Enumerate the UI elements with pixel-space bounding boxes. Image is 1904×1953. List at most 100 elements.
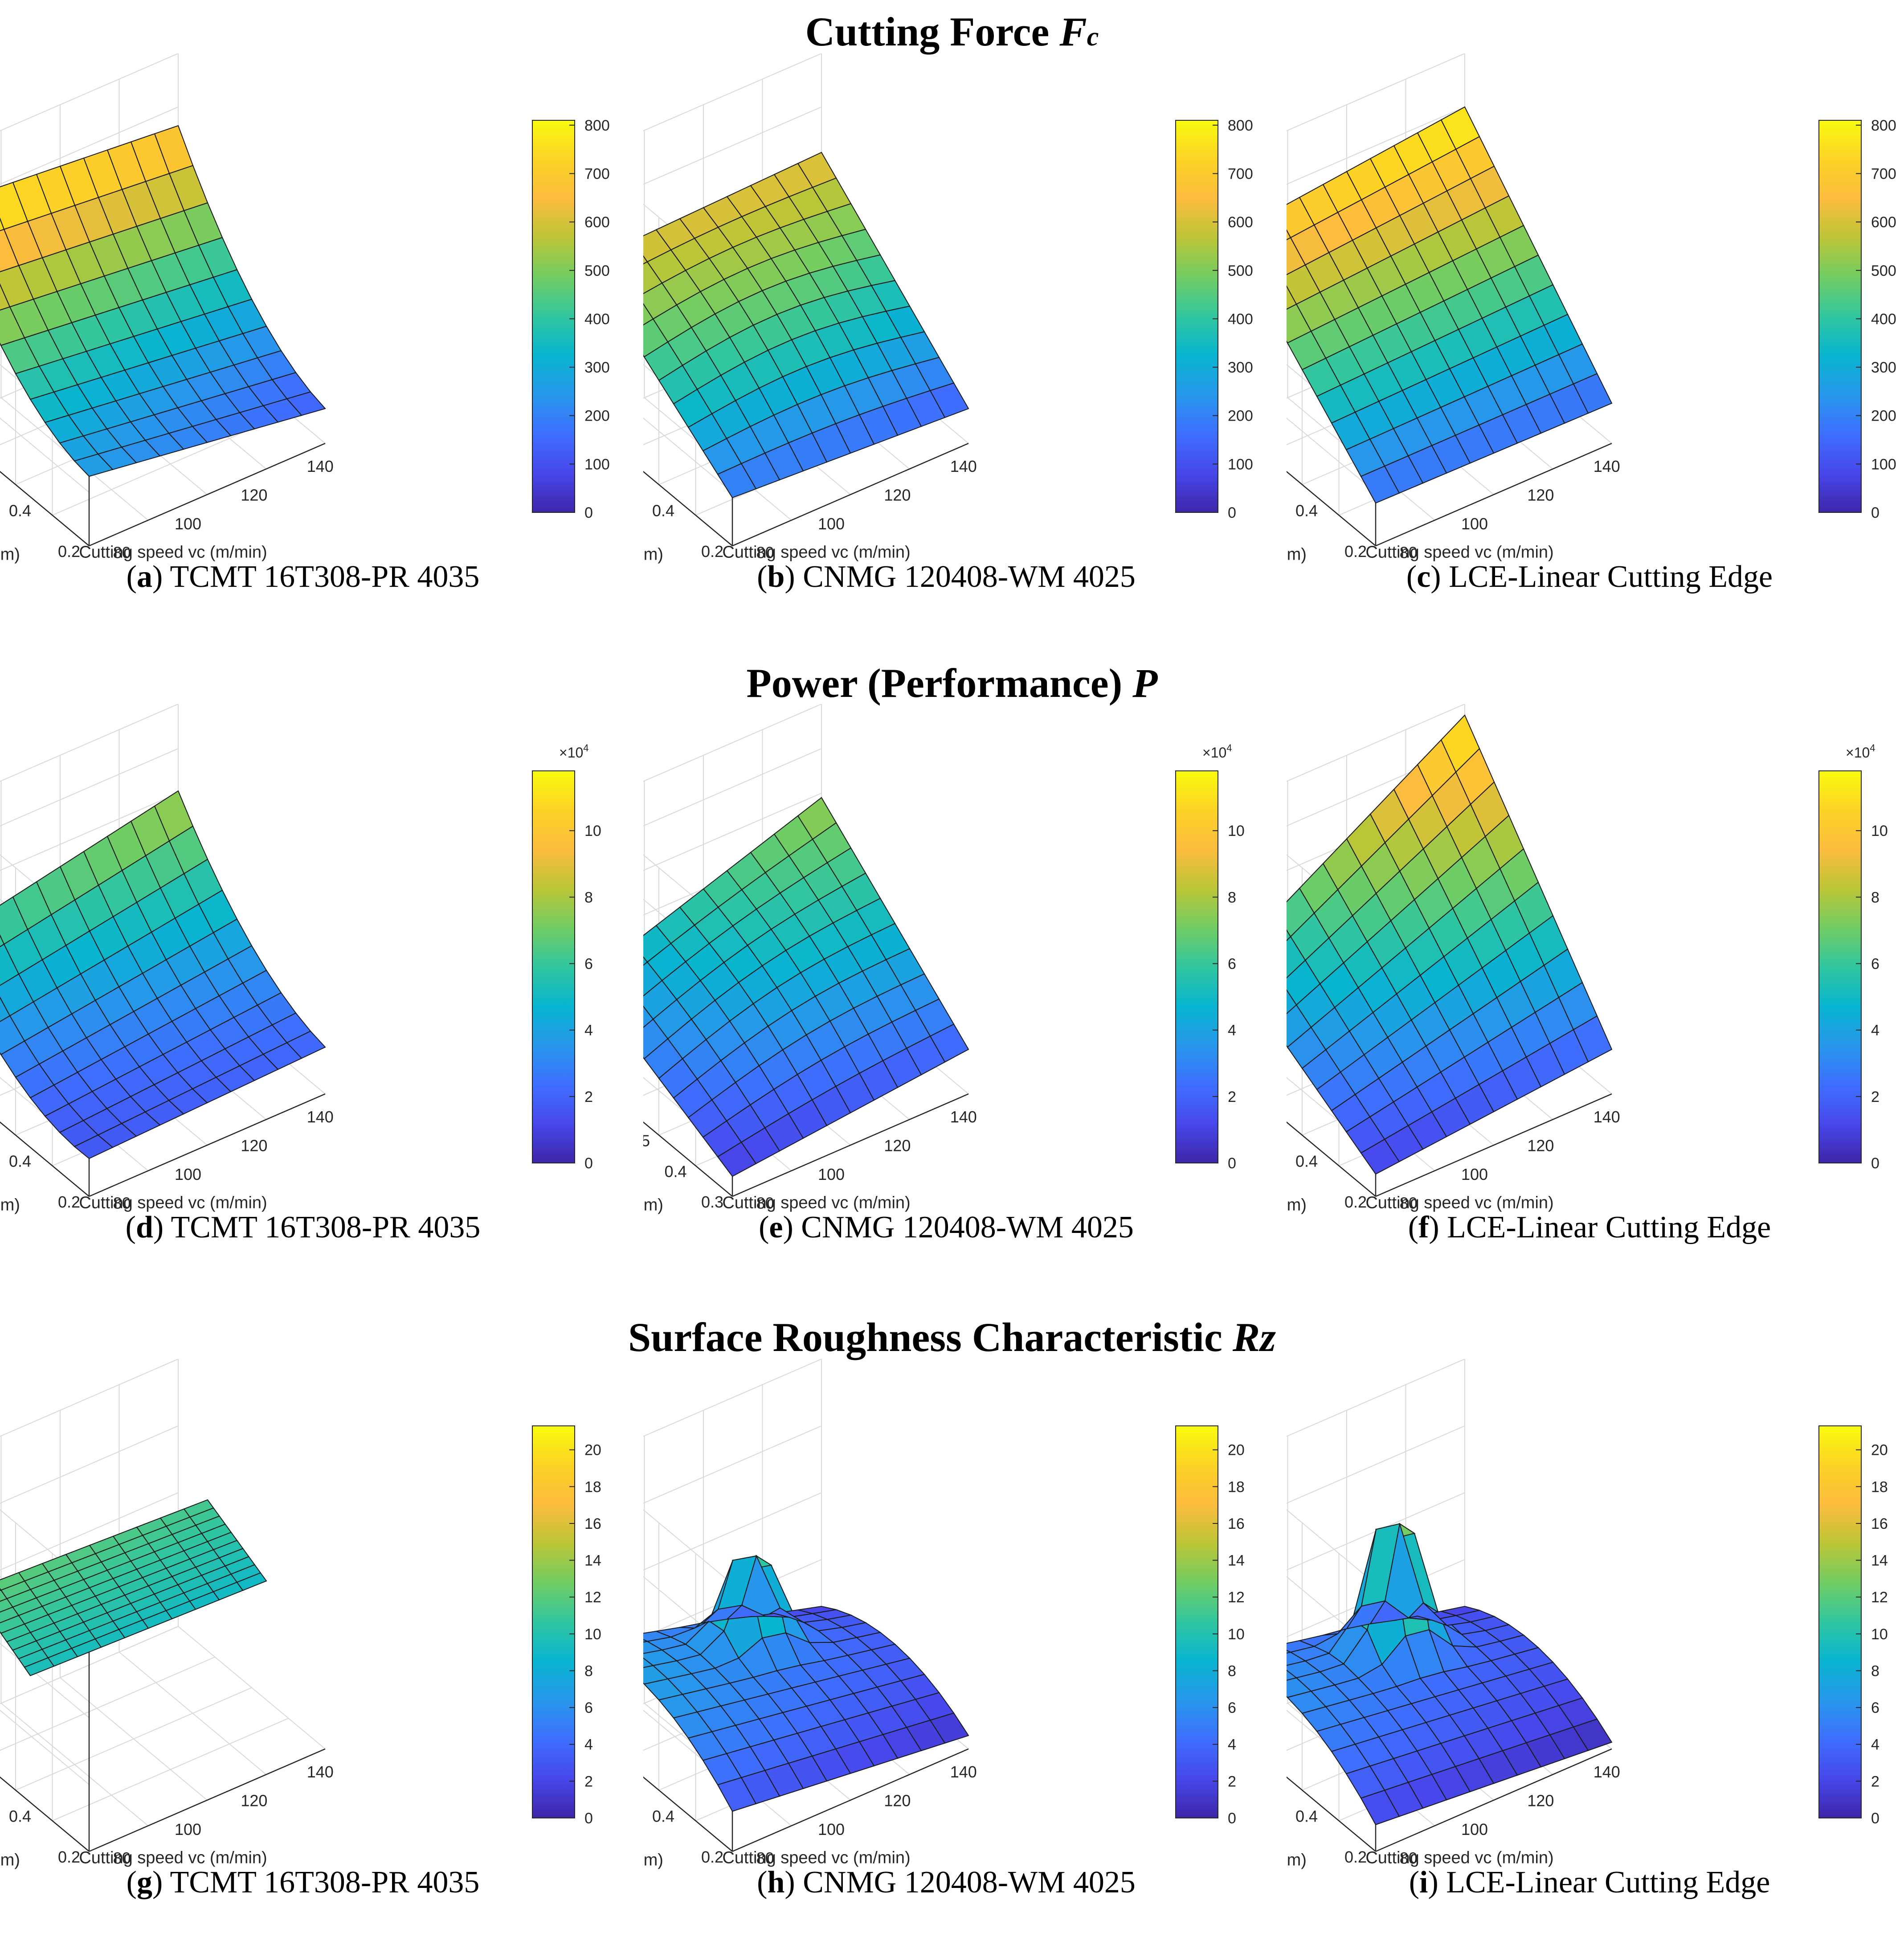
colorbar-tick-label: 6 <box>584 1699 593 1716</box>
colorbar-e <box>1175 770 1218 1163</box>
surface-cell <box>643 925 672 963</box>
speed-axis-line <box>1375 1748 1612 1852</box>
x-axis-label: Cutting speed vc (m/min) <box>1365 1849 1553 1867</box>
colorbar-tick-label: 0 <box>1228 1155 1236 1172</box>
chart-panel-f: 024681012801001201400.20.40.60.8Cutting … <box>1287 704 1904 1265</box>
y-axis-label: Feed f (mm) <box>0 1851 20 1869</box>
colorbar-i <box>1818 1425 1862 1818</box>
feed-axis-line <box>643 1121 733 1197</box>
colorbar-tick-label: 700 <box>584 166 610 183</box>
surface-cell <box>1287 285 1297 310</box>
colorbar-tick-label: 16 <box>1871 1515 1888 1532</box>
feed-axis-line <box>0 1121 90 1197</box>
colorbar-tick-label: 0 <box>1871 1810 1879 1827</box>
surface-mesh-f <box>1287 714 1613 1175</box>
y-axis-label: Feed f (mm) <box>643 1196 663 1214</box>
colorbar-tick-label: 8 <box>584 889 593 906</box>
colorbar-tick-label: 100 <box>1228 456 1253 473</box>
colorbar-tick-label: 4 <box>1871 1022 1879 1039</box>
x-tick-label: 140 <box>1593 1763 1620 1781</box>
colorbar-tick-label: 8 <box>584 1662 593 1679</box>
x-tick-label: 120 <box>241 1792 267 1810</box>
caption-letter: f <box>1418 1210 1429 1245</box>
grid-line <box>0 1359 179 1585</box>
y-tick-label: 0.2 <box>58 542 80 561</box>
colorbar-tick-label: 2 <box>584 1089 593 1105</box>
colorbar-tick-label: 700 <box>1228 166 1253 183</box>
x-axis-label: Cutting speed vc (m/min) <box>79 1194 267 1212</box>
x-tick-label: 80 <box>1400 1849 1418 1867</box>
colorbar-tick-label: 800 <box>1228 117 1253 134</box>
x-tick-label: 120 <box>1527 486 1554 504</box>
chart-panel-e: 024681012801001201400.30.40.50.60.7Cutti… <box>643 704 1267 1265</box>
grid-line <box>118 1651 267 1775</box>
x-tick-label: 120 <box>884 1792 911 1810</box>
x-axis-label: Cutting speed vc (m/min) <box>1365 1194 1553 1212</box>
speed-axis-line <box>1375 442 1612 547</box>
colorbar-h <box>1175 1425 1218 1818</box>
surface-cell <box>1287 1650 1292 1654</box>
caption-text: ) CNMG 120408-WM 4025 <box>783 1210 1134 1245</box>
grid-line <box>1287 1425 1465 1651</box>
y-tick-label: 0.4 <box>9 1807 31 1825</box>
caption-d: (d) TCMT 16T308-PR 4035 <box>102 1210 503 1245</box>
surface-cell <box>643 229 672 262</box>
caption-text: ) LCE-Linear Cutting Edge <box>1428 1865 1770 1900</box>
y-axis-label: Feed f (mm) <box>0 1196 20 1214</box>
colorbar-g <box>532 1425 575 1818</box>
colorbar-tick-label: 8 <box>1871 889 1879 906</box>
feed-axis-line <box>0 1776 90 1852</box>
colorbar-tick-label: 4 <box>584 1022 593 1039</box>
surface-cell <box>1287 1670 1298 1681</box>
colorbar-tick-label: 500 <box>1871 262 1896 279</box>
colorbar-tick-label: 14 <box>584 1552 601 1569</box>
x-tick-label: 140 <box>307 457 334 475</box>
x-tick-label: 140 <box>307 1763 334 1781</box>
colorbar-tick-label: 200 <box>1871 408 1896 425</box>
colorbar-c <box>1818 120 1862 513</box>
grid-line <box>643 1359 822 1585</box>
x-tick-label: 140 <box>1593 1108 1620 1126</box>
caption-letter: c <box>1417 560 1431 594</box>
grid-line <box>643 704 822 929</box>
caption-f: (f) LCE-Linear Cutting Edge <box>1389 1210 1790 1245</box>
caption-letter: i <box>1419 1865 1428 1900</box>
colorbar-tick-label: 10 <box>584 1626 601 1643</box>
caption-text: ) CNMG 120408-WM 4025 <box>784 560 1136 594</box>
y-axis-label: Feed f (mm) <box>1287 1196 1307 1214</box>
colorbar-tick-label: 12 <box>584 1589 601 1606</box>
surface-cell <box>0 896 29 945</box>
surface-cell <box>0 1572 25 1591</box>
caption-letter: e <box>769 1210 783 1245</box>
caption-paren: ( <box>759 1210 769 1245</box>
caption-letter: b <box>767 560 785 594</box>
grid-line <box>178 1626 326 1749</box>
caption-a: (a) TCMT 16T308-PR 4035 <box>102 559 503 595</box>
colorbar-tick-label: 18 <box>1871 1478 1888 1495</box>
chart-panel-i: 05101520801001201400.20.40.60.8Cutting s… <box>1287 1359 1904 1920</box>
colorbar-tick-label: 800 <box>1871 117 1896 134</box>
grid-line <box>15 1687 252 1791</box>
x-tick-label: 120 <box>1527 1792 1554 1810</box>
caption-letter: g <box>136 1865 152 1900</box>
colorbar-tick-label: 18 <box>1228 1478 1245 1495</box>
surface-plot-f: 024681012801001201400.20.40.60.8Cutting … <box>1287 704 1888 1214</box>
colorbar-f <box>1818 770 1862 1163</box>
colorbar-tick-label: 8 <box>1228 889 1236 906</box>
colorbar-tick-label: 600 <box>1228 214 1253 231</box>
grid-line <box>1287 1359 1465 1585</box>
surface-plot-d: 024681012801001201400.20.40.60.8Cutting … <box>0 704 601 1214</box>
surface-plot-i: 05101520801001201400.20.40.60.8Cutting s… <box>1287 1359 1888 1869</box>
colorbar-tick-label: 0 <box>1228 1810 1236 1827</box>
x-tick-label: 80 <box>756 1194 774 1212</box>
surface-cell <box>0 283 11 311</box>
colorbar-tick-label: 12 <box>1228 1589 1245 1606</box>
speed-axis-line <box>1375 1093 1612 1197</box>
colorbar-tick-label: 16 <box>1228 1515 1245 1532</box>
caption-g: (g) TCMT 16T308-PR 4035 <box>102 1865 503 1900</box>
surface-plot-h: 05101520801001201400.20.40.60.8Cutting s… <box>643 1359 1245 1869</box>
caption-paren: ( <box>757 560 768 594</box>
colorbar-tick-label: 0 <box>1228 504 1236 521</box>
x-axis-label: Cutting speed vc (m/min) <box>722 1194 910 1212</box>
colorbar-tick-label: 100 <box>584 456 610 473</box>
